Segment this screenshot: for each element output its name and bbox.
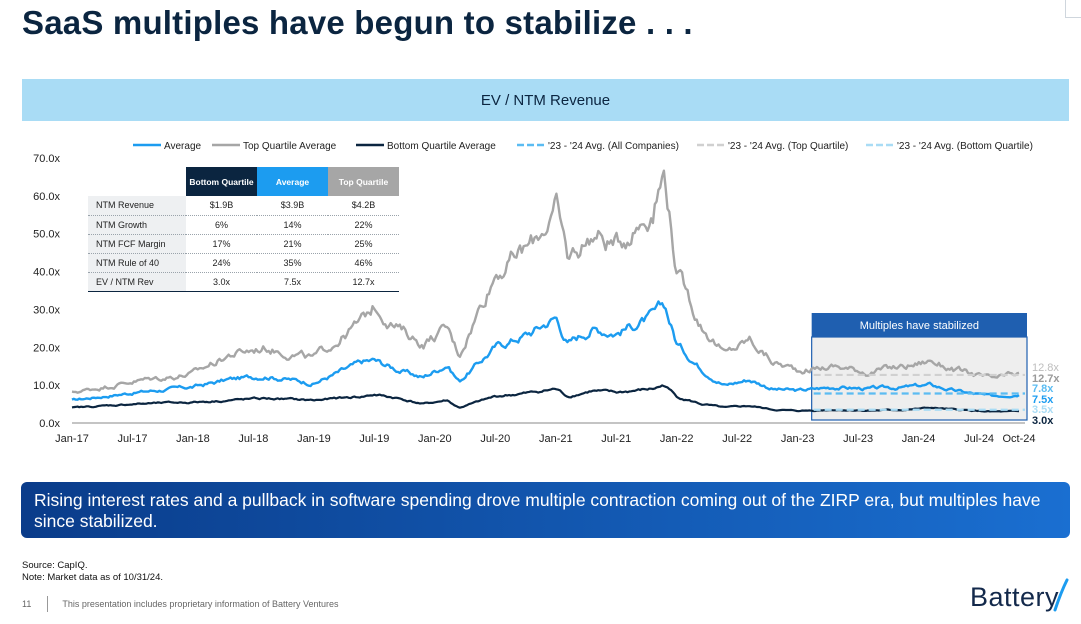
legend-label: '23 - '24 Avg. (All Companies) bbox=[548, 141, 679, 152]
chart-header: EV / NTM Revenue bbox=[22, 79, 1069, 121]
stats-table-corner bbox=[88, 167, 186, 196]
table-row: NTM Rule of 40 24% 35% 46% bbox=[88, 253, 399, 273]
stats-cell: 3.0x bbox=[186, 272, 257, 292]
x-tick-label: Jan-21 bbox=[539, 433, 573, 445]
source-line: Source: CapIQ. bbox=[22, 560, 88, 571]
y-tick-label: 50.0x bbox=[33, 229, 60, 241]
chart: Average Top Quartile Average Bottom Quarti… bbox=[33, 141, 1060, 445]
stats-metric: NTM Revenue bbox=[88, 196, 186, 216]
x-tick-label: Jan-19 bbox=[297, 433, 331, 445]
legend-label: '23 - '24 Avg. (Top Quartile) bbox=[728, 141, 848, 152]
y-tick-label: 60.0x bbox=[33, 191, 60, 203]
reference-lines bbox=[813, 373, 1025, 411]
chart-legend: Average Top Quartile Average Bottom Quarti… bbox=[133, 141, 1033, 152]
stats-header-average: Average bbox=[257, 167, 328, 196]
stats-table: Bottom Quartile Average Top Quartile NTM… bbox=[88, 167, 399, 292]
x-tick-label: Jul-22 bbox=[722, 433, 752, 445]
y-tick-label: 20.0x bbox=[33, 342, 60, 354]
corner-mark bbox=[1065, 0, 1081, 18]
legend-label: Average bbox=[164, 141, 202, 152]
x-tick-label: Jan-23 bbox=[781, 433, 815, 445]
end-value-label: 12.8x bbox=[1032, 362, 1059, 374]
footer-divider bbox=[47, 596, 49, 612]
series-line bbox=[71, 300, 1020, 401]
stats-cell: $1.9B bbox=[186, 196, 257, 216]
stabilized-box bbox=[811, 336, 1028, 421]
source-note: Source: CapIQ. Note: Market data as of 1… bbox=[22, 560, 163, 584]
end-value-label: 12.7x bbox=[1032, 373, 1060, 385]
page-title: SaaS multiples have begun to stabilize .… bbox=[22, 4, 693, 41]
y-tick-label: 0.0x bbox=[39, 418, 60, 430]
stats-cell: $3.9B bbox=[257, 196, 328, 216]
stats-cell: 17% bbox=[186, 234, 257, 254]
x-tick-label: Jul-19 bbox=[359, 433, 389, 445]
stats-cell: 24% bbox=[186, 253, 257, 273]
x-axis: Jan-17 Jul-17 Jan-18 Jul-18 Jan-19 Jul-19 Jan-… bbox=[55, 422, 1036, 445]
stats-metric: NTM Growth bbox=[88, 215, 186, 235]
end-value-label: 3.5x bbox=[1032, 404, 1054, 416]
x-tick-label: Jan-17 bbox=[55, 433, 89, 445]
table-row: EV / NTM Rev 3.0x 7.5x 12.7x bbox=[88, 272, 399, 292]
stats-cell: 12.7x bbox=[328, 272, 399, 292]
stats-cell: 35% bbox=[257, 253, 328, 273]
x-tick-label: Jul-20 bbox=[480, 433, 510, 445]
x-tick-label: Jan-20 bbox=[418, 433, 452, 445]
stats-metric: NTM FCF Margin bbox=[88, 234, 186, 254]
x-tick-label: Oct-24 bbox=[1002, 433, 1035, 445]
legend-label: Top Quartile Average bbox=[243, 141, 337, 152]
stats-header-bottom-quartile: Bottom Quartile bbox=[186, 167, 257, 196]
table-row: NTM Growth 6% 14% 22% bbox=[88, 215, 399, 235]
y-tick-label: 70.0x bbox=[33, 153, 60, 165]
stats-metric: EV / NTM Rev bbox=[88, 272, 186, 292]
y-axis: 0.0x 10.0x 20.0x 30.0x 40.0x 50.0x 60.0x 70.0x bbox=[33, 153, 60, 430]
battery-logo: Battery bbox=[969, 582, 1059, 612]
stats-metric: NTM Rule of 40 bbox=[88, 253, 186, 273]
y-tick-label: 10.0x bbox=[33, 380, 60, 392]
footer: 11 This presentation includes proprietar… bbox=[22, 596, 339, 612]
callout-banner: Rising interest rates and a pullback in … bbox=[21, 482, 1070, 538]
stats-cell: 7.5x bbox=[257, 272, 328, 292]
note-line: Note: Market data as of 10/31/24. bbox=[22, 572, 164, 583]
legend-label: Bottom Quartile Average bbox=[387, 141, 496, 152]
end-value-label: 3.0x bbox=[1032, 415, 1054, 427]
stabilized-label: Multiples have stabilized bbox=[860, 320, 979, 332]
logo-swoosh-icon bbox=[1053, 578, 1069, 612]
stats-table-header-row: Bottom Quartile Average Top Quartile bbox=[88, 167, 399, 196]
stats-cell: 14% bbox=[257, 215, 328, 235]
stats-header-top-quartile: Top Quartile bbox=[328, 167, 399, 196]
table-row: NTM FCF Margin 17% 21% 25% bbox=[88, 234, 399, 254]
stats-cell: $4.2B bbox=[328, 196, 399, 216]
table-row: NTM Revenue $1.9B $3.9B $4.2B bbox=[88, 196, 399, 216]
x-tick-label: Jan-22 bbox=[660, 433, 694, 445]
x-tick-label: Jul-17 bbox=[117, 433, 147, 445]
stabilized-header bbox=[811, 313, 1027, 337]
y-tick-label: 40.0x bbox=[33, 267, 60, 279]
x-tick-label: Jul-21 bbox=[601, 433, 631, 445]
x-tick-label: Jul-24 bbox=[964, 433, 994, 445]
stabilized-annotation: Multiples have stabilized bbox=[811, 313, 1028, 421]
x-tick-label: Jul-23 bbox=[843, 433, 873, 445]
x-tick-label: Jan-18 bbox=[176, 433, 210, 445]
y-tick-label: 30.0x bbox=[33, 304, 60, 316]
page-number: 11 bbox=[22, 599, 32, 609]
series-line bbox=[71, 169, 1020, 394]
end-value-label: 7.5x bbox=[1032, 394, 1054, 406]
x-tick-label: Jul-18 bbox=[238, 433, 268, 445]
stats-cell: 46% bbox=[328, 253, 399, 273]
stats-cell: 25% bbox=[328, 234, 399, 254]
stats-cell: 21% bbox=[257, 234, 328, 254]
disclaimer: This presentation includes proprietary i… bbox=[62, 599, 339, 609]
end-value-label: 7.8x bbox=[1032, 383, 1054, 395]
stats-cell: 22% bbox=[328, 215, 399, 235]
stats-cell: 6% bbox=[186, 215, 257, 235]
legend-label: '23 - '24 Avg. (Bottom Quartile) bbox=[897, 141, 1033, 152]
x-tick-label: Jan-24 bbox=[902, 433, 936, 445]
